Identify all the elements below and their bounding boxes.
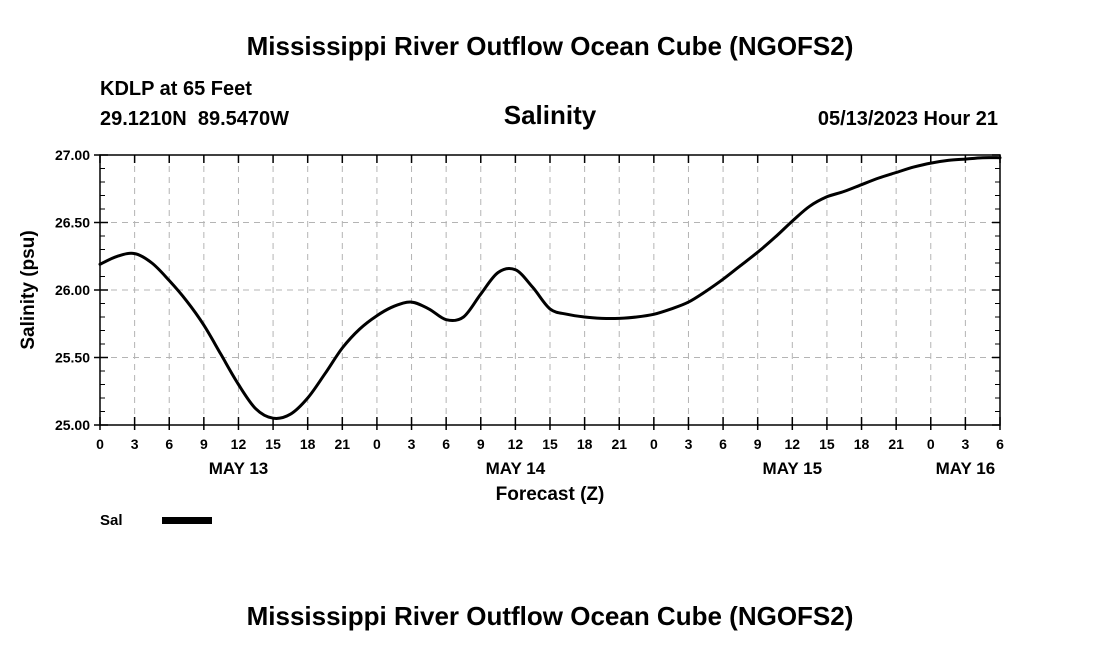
- x-tick-label: 21: [335, 436, 351, 452]
- chart-title: Salinity: [504, 100, 597, 130]
- day-label: MAY 15: [763, 459, 823, 478]
- x-tick-label: 18: [854, 436, 870, 452]
- x-tick-label: 9: [477, 436, 485, 452]
- y-tick-label: 25.00: [55, 417, 90, 433]
- y-tick-label: 25.50: [55, 350, 90, 366]
- legend-swatch: [162, 517, 212, 524]
- x-tick-label: 3: [131, 436, 139, 452]
- y-axis-ticks: 25.00 25.50 26.00 26.50 27.00: [55, 147, 1000, 433]
- x-tick-label: 18: [577, 436, 593, 452]
- day-label: MAY 13: [209, 459, 269, 478]
- x-tick-label: 3: [961, 436, 969, 452]
- y-tick-label: 26.50: [55, 215, 90, 231]
- y-tick-label: 27.00: [55, 147, 90, 163]
- day-label: MAY 16: [936, 459, 996, 478]
- series-layer: [98, 156, 1002, 420]
- x-tick-label: 0: [650, 436, 658, 452]
- footer-title: Mississippi River Outflow Ocean Cube (NG…: [247, 601, 854, 631]
- x-tick-label: 12: [231, 436, 247, 452]
- x-tick-label: 6: [165, 436, 173, 452]
- x-tick-label: 15: [542, 436, 558, 452]
- x-tick-label: 15: [819, 436, 835, 452]
- x-tick-label: 3: [408, 436, 416, 452]
- station-label: KDLP at 65 Feet: [100, 78, 252, 100]
- x-tick-label: 3: [685, 436, 693, 452]
- x-tick-label: 6: [719, 436, 727, 452]
- series-line-sal: [98, 156, 1002, 420]
- x-tick-label: 21: [888, 436, 904, 452]
- page-title: Mississippi River Outflow Ocean Cube (NG…: [247, 31, 854, 61]
- y-tick-label: 26.00: [55, 282, 90, 298]
- x-axis-ticks: 0 3 6 9 12 15 18 21 0 3 6 9 12 15 18 21 0 3 6 9 12 15 18 21 0 3 6: [96, 155, 1004, 452]
- legend: Sal: [100, 512, 212, 529]
- x-tick-label: 9: [200, 436, 208, 452]
- x-tick-label: 0: [927, 436, 935, 452]
- forecast-datetime: 05/13/2023 Hour 21: [818, 108, 998, 130]
- day-labels: MAY 13 MAY 14 MAY 15 MAY 16: [209, 459, 995, 478]
- x-tick-label: 12: [785, 436, 801, 452]
- day-label: MAY 14: [486, 459, 546, 478]
- x-tick-label: 18: [300, 436, 316, 452]
- x-tick-label: 15: [265, 436, 281, 452]
- grid-lines: [100, 154, 1000, 425]
- x-tick-label: 0: [96, 436, 104, 452]
- x-tick-label: 12: [508, 436, 524, 452]
- x-tick-label: 6: [996, 436, 1004, 452]
- coordinates-label: 29.1210N 89.5470W: [100, 108, 289, 130]
- x-tick-label: 0: [373, 436, 381, 452]
- x-tick-label: 21: [611, 436, 627, 452]
- x-tick-label: 9: [754, 436, 762, 452]
- x-tick-label: 6: [442, 436, 450, 452]
- x-axis-title: Forecast (Z): [496, 484, 605, 505]
- y-axis-title: Salinity (psu): [18, 230, 39, 349]
- legend-label: Sal: [100, 512, 123, 529]
